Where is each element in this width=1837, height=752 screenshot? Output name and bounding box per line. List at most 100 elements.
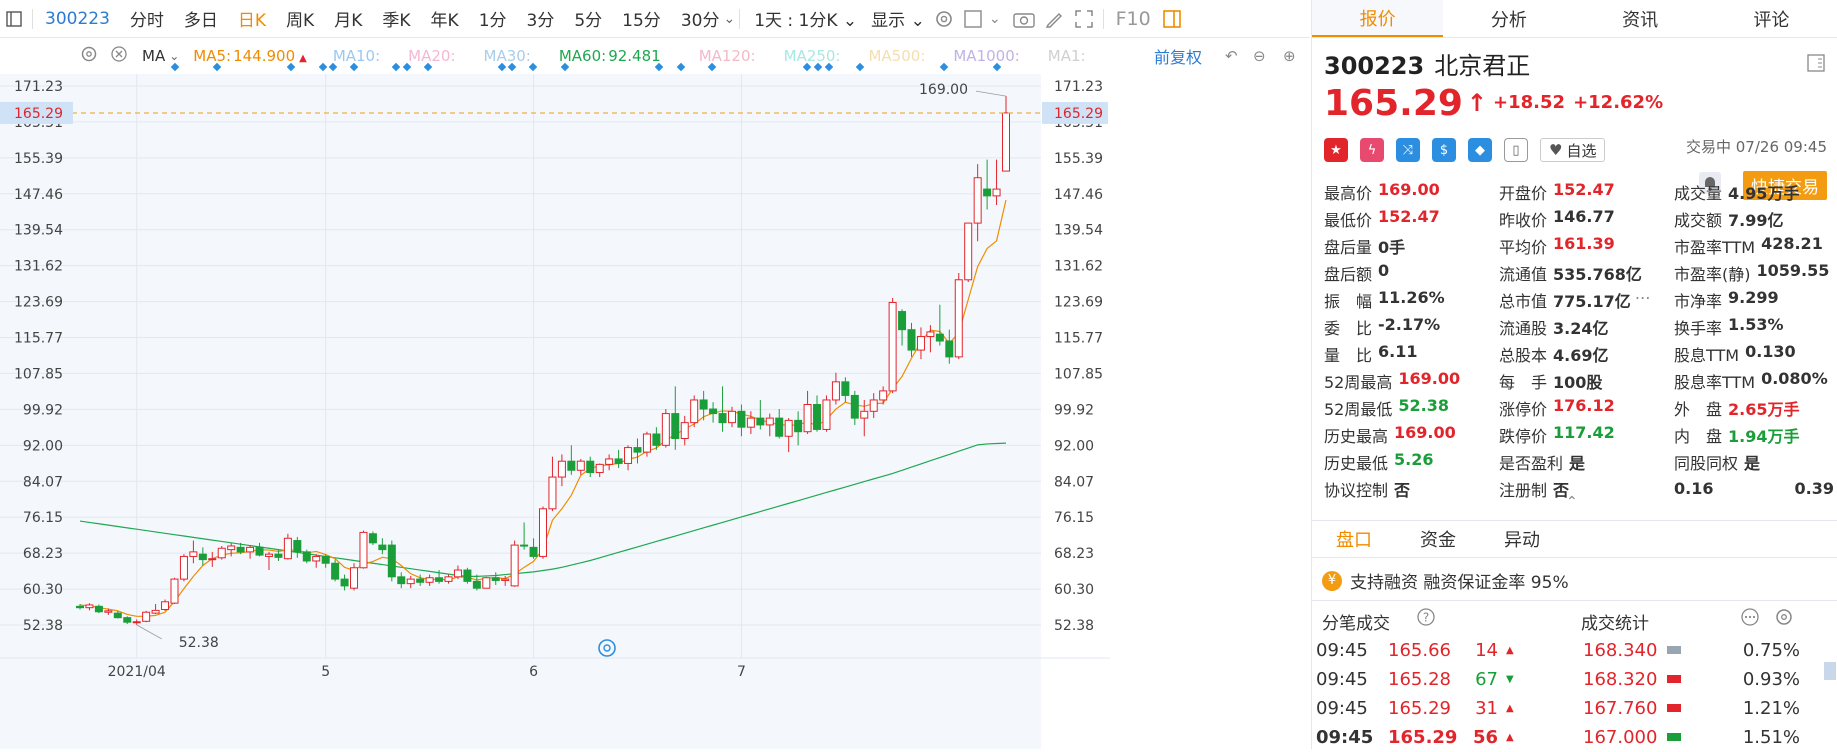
candle-body[interactable]: [831, 381, 840, 401]
display-select[interactable]: 显示 ⌄: [871, 11, 925, 31]
candle-body[interactable]: [699, 399, 708, 410]
candle-body[interactable]: [104, 610, 113, 613]
candle-body[interactable]: [179, 555, 188, 580]
settings-icon[interactable]: [80, 45, 98, 67]
period-tab[interactable]: 季K: [382, 11, 411, 31]
chevron-down-icon[interactable]: ⌄: [723, 10, 736, 27]
event-marker[interactable]: [170, 62, 180, 72]
candle-body[interactable]: [236, 546, 245, 553]
chart-canvas[interactable]: 171.23171.23163.31163.31155.39155.39147.…: [0, 38, 1310, 749]
event-marker[interactable]: [707, 62, 717, 72]
event-marker[interactable]: [676, 62, 686, 72]
event-marker[interactable]: [528, 62, 538, 72]
candle-body[interactable]: [293, 540, 302, 553]
candle-body[interactable]: [501, 578, 510, 581]
event-marker[interactable]: [328, 62, 338, 72]
candle-body[interactable]: [113, 612, 122, 619]
candle-body[interactable]: [350, 567, 359, 589]
candle-body[interactable]: [576, 460, 585, 471]
candle-body[interactable]: [520, 544, 529, 547]
event-marker[interactable]: [497, 62, 507, 72]
event-marker[interactable]: [286, 62, 296, 72]
candle-body[interactable]: [264, 553, 273, 557]
ma-legend-item[interactable]: MA10:: [333, 47, 382, 65]
camera-icon[interactable]: [1009, 0, 1039, 38]
candle-body[interactable]: [813, 404, 822, 430]
bookmark-icon[interactable]: ▯: [1504, 138, 1528, 162]
candle-body[interactable]: [595, 463, 604, 474]
pencil-icon[interactable]: [1039, 0, 1069, 38]
candle-body[interactable]: [321, 555, 330, 564]
event-marker[interactable]: [855, 62, 865, 72]
event-marker[interactable]: [813, 62, 823, 72]
ma-legend-item[interactable]: MA500:: [868, 47, 927, 65]
candle-body[interactable]: [378, 544, 387, 551]
candle-body[interactable]: [161, 601, 170, 610]
ma-legend-item[interactable]: MA1:: [1048, 47, 1088, 65]
candle-body[interactable]: [539, 508, 547, 557]
candle-body[interactable]: [624, 447, 633, 464]
period-tab[interactable]: 30分: [680, 11, 720, 31]
gear-icon[interactable]: [1774, 607, 1794, 632]
period-tab[interactable]: 周K: [286, 11, 315, 31]
panel-tab[interactable]: 评论: [1753, 9, 1790, 31]
event-marker[interactable]: [423, 62, 433, 72]
candle-body[interactable]: [794, 419, 803, 433]
undo-icon[interactable]: ↶: [1225, 47, 1238, 65]
candle-body[interactable]: [709, 408, 718, 415]
event-marker[interactable]: [391, 62, 401, 72]
candle-body[interactable]: [463, 569, 472, 582]
candle-body[interactable]: [633, 447, 642, 453]
candle-body[interactable]: [85, 604, 94, 609]
candle-body[interactable]: [312, 555, 321, 562]
candle-body[interactable]: [557, 460, 566, 478]
candle-body[interactable]: [756, 417, 765, 426]
candle-body[interactable]: [255, 546, 264, 556]
candle-body[interactable]: [907, 329, 916, 351]
quick-trade-button[interactable]: 快捷交易: [1743, 171, 1827, 200]
candle-body[interactable]: [208, 558, 217, 561]
candle-body[interactable]: [954, 279, 963, 358]
candle-body[interactable]: [869, 399, 878, 412]
period-tab[interactable]: 1分: [478, 11, 507, 31]
candle-body[interactable]: [916, 335, 925, 351]
event-marker[interactable]: [402, 62, 412, 72]
candle-body[interactable]: [217, 547, 226, 559]
layout-square-icon[interactable]: [959, 0, 989, 38]
ma-legend-item[interactable]: MA60: 92.481: [559, 47, 665, 65]
candle-body[interactable]: [775, 417, 784, 437]
chevron-down-icon[interactable]: ⌄: [169, 49, 180, 63]
kline-chart[interactable]: MA ⌄ MA5: 144.900 ▲ MA10: MA20: MA30: MA60: 92.…: [0, 38, 1310, 749]
event-marker[interactable]: [824, 62, 834, 72]
more-icon[interactable]: ⋯: [1634, 287, 1651, 307]
expand-icon[interactable]: [1069, 0, 1099, 38]
at-icon[interactable]: [598, 639, 616, 657]
tag-icon[interactable]: ◆: [1468, 138, 1492, 162]
bell-icon[interactable]: [1699, 172, 1721, 194]
candle-body[interactable]: [822, 399, 831, 430]
candle-body[interactable]: [397, 576, 406, 585]
panel-tab[interactable]: 资讯: [1622, 9, 1659, 31]
candle-body[interactable]: [435, 577, 444, 582]
candle-body[interactable]: [387, 544, 396, 578]
candle-body[interactable]: [879, 390, 888, 401]
detail-tab[interactable]: 异动: [1504, 530, 1540, 551]
candle-body[interactable]: [983, 188, 992, 197]
candle-body[interactable]: [973, 177, 982, 224]
candle-body[interactable]: [964, 222, 973, 281]
ma-legend-item[interactable]: MA30:: [484, 47, 533, 65]
candle-body[interactable]: [189, 551, 198, 557]
candle-body[interactable]: [425, 577, 434, 583]
event-marker[interactable]: [212, 62, 222, 72]
event-marker[interactable]: [992, 62, 1002, 72]
candle-body[interactable]: [359, 531, 368, 569]
candle-body[interactable]: [671, 413, 680, 440]
candle-body[interactable]: [472, 580, 481, 589]
scrollbar[interactable]: [1824, 662, 1836, 680]
flash-icon[interactable]: ϟ: [1360, 138, 1384, 162]
collapse-icon[interactable]: ⌃: [1566, 494, 1578, 510]
event-marker[interactable]: [939, 62, 949, 72]
candle-body[interactable]: [283, 537, 292, 560]
candle-body[interactable]: [406, 578, 415, 585]
candle-body[interactable]: [605, 458, 614, 465]
